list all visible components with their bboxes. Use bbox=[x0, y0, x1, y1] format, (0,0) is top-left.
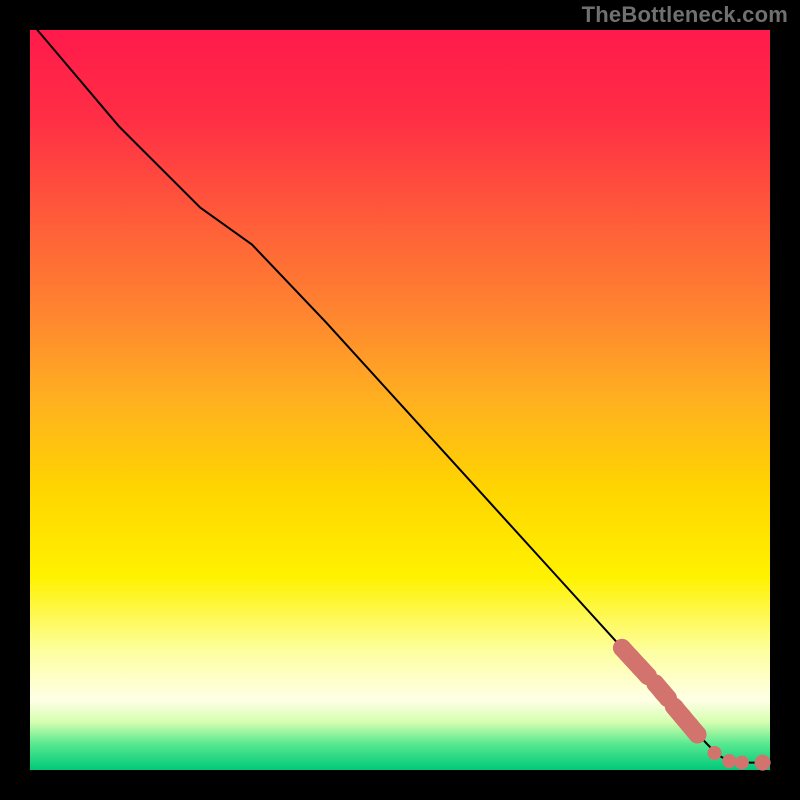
bottleneck-chart bbox=[0, 0, 800, 800]
watermark-text: TheBottleneck.com bbox=[582, 2, 788, 28]
chart-container: TheBottleneck.com bbox=[0, 0, 800, 800]
